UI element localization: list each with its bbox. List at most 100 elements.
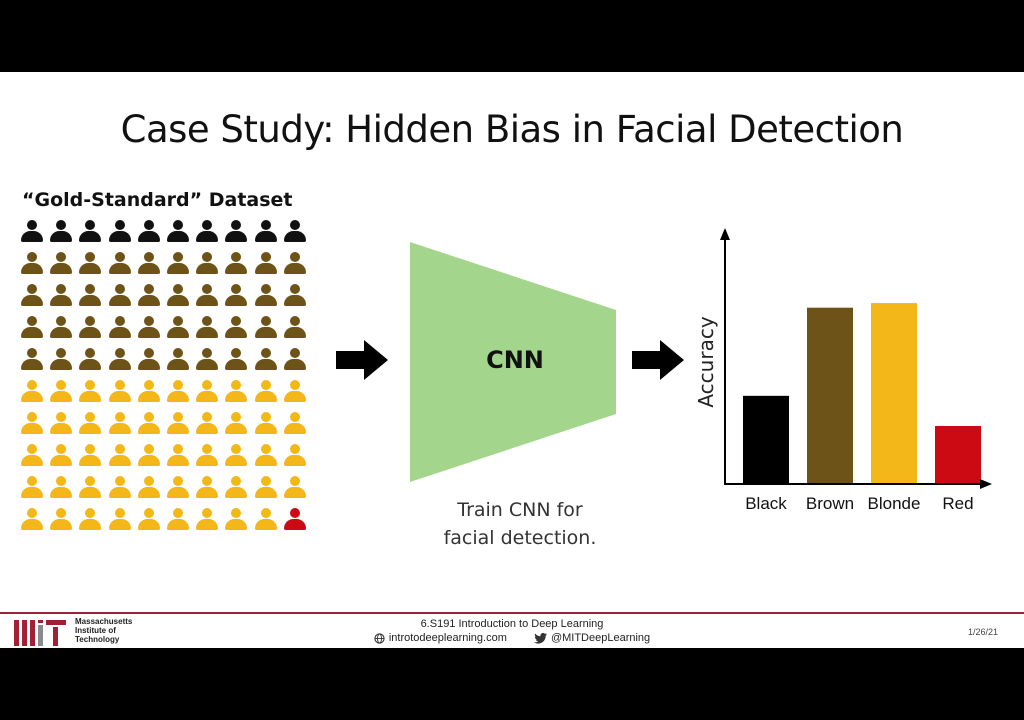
person-icon	[254, 506, 278, 534]
person-icon	[254, 442, 278, 470]
person-icon	[195, 250, 219, 278]
arrow-right-icon	[632, 340, 684, 380]
person-icon	[195, 442, 219, 470]
tick-label-red: Red	[942, 494, 973, 513]
cnn-block	[410, 242, 616, 482]
person-icon	[108, 410, 132, 438]
person-icon	[20, 218, 44, 246]
person-icon	[283, 506, 307, 534]
person-icon	[224, 442, 248, 470]
person-icon	[166, 250, 190, 278]
person-icon	[20, 378, 44, 406]
person-icon	[20, 250, 44, 278]
tick-label-blonde: Blonde	[868, 494, 921, 513]
footer-divider	[0, 612, 1024, 614]
person-icon	[195, 474, 219, 502]
person-icon	[283, 378, 307, 406]
caption: Train CNN for facial detection.	[400, 496, 640, 552]
tick-label-brown: Brown	[806, 494, 854, 513]
y-axis-label: Accuracy	[694, 316, 718, 407]
person-icon	[137, 282, 161, 310]
person-icon	[224, 282, 248, 310]
cnn-label: CNN	[486, 346, 544, 374]
person-icon	[195, 314, 219, 342]
accuracy-bar-chart: Accuracy Black Brown Blonde Red	[694, 228, 992, 513]
person-icon	[166, 314, 190, 342]
person-icon	[137, 410, 161, 438]
person-icon	[49, 410, 73, 438]
person-icon	[166, 506, 190, 534]
person-icon	[49, 282, 73, 310]
person-icon	[137, 506, 161, 534]
person-icon	[254, 282, 278, 310]
twitter-link[interactable]: @MITDeepLearning	[533, 632, 651, 644]
person-icon	[166, 378, 190, 406]
person-icon	[166, 474, 190, 502]
person-icon	[20, 314, 44, 342]
person-icon	[20, 410, 44, 438]
person-icon	[108, 442, 132, 470]
person-icon	[78, 442, 102, 470]
person-icon	[49, 250, 73, 278]
org-line: Institute of	[75, 626, 116, 635]
person-icon	[137, 314, 161, 342]
person-icon	[108, 314, 132, 342]
person-icon	[166, 218, 190, 246]
person-icon	[108, 506, 132, 534]
person-icon	[254, 378, 278, 406]
person-icon	[20, 442, 44, 470]
person-icon	[78, 378, 102, 406]
person-icon	[49, 218, 73, 246]
person-icon	[224, 474, 248, 502]
person-icon	[224, 346, 248, 374]
person-icon	[49, 442, 73, 470]
tick-label-black: Black	[745, 494, 787, 513]
person-icon	[49, 506, 73, 534]
person-icon	[254, 346, 278, 374]
slide-title: Case Study: Hidden Bias in Facial Detect…	[120, 108, 904, 151]
person-icon	[78, 346, 102, 374]
person-icon	[108, 346, 132, 374]
person-icon	[20, 346, 44, 374]
person-icon	[108, 378, 132, 406]
x-axis-arrow-icon	[980, 479, 992, 489]
twitter-bird-icon	[533, 632, 547, 644]
course-title: 6.S191 Introduction to Deep Learning	[420, 618, 604, 630]
person-icon	[254, 250, 278, 278]
person-icon	[224, 378, 248, 406]
person-icon	[20, 474, 44, 502]
website-link[interactable]: introtodeeplearning.com	[374, 632, 507, 644]
person-icon	[283, 218, 307, 246]
y-axis-arrow-icon	[720, 228, 730, 240]
person-icon	[137, 378, 161, 406]
person-icon	[283, 442, 307, 470]
caption-line-2: facial detection.	[443, 527, 597, 549]
person-icon	[78, 474, 102, 502]
bar-brown	[807, 307, 853, 484]
person-icon	[224, 250, 248, 278]
website-text: introtodeeplearning.com	[388, 632, 507, 644]
bar-blonde	[871, 303, 917, 484]
org-line: Massachusetts	[75, 617, 133, 626]
person-icon	[283, 410, 307, 438]
twitter-handle: @MITDeepLearning	[550, 632, 651, 644]
person-icon	[108, 218, 132, 246]
person-icon	[137, 250, 161, 278]
person-icon	[137, 218, 161, 246]
person-icon	[108, 474, 132, 502]
person-icon	[108, 250, 132, 278]
person-icon	[49, 314, 73, 342]
person-icon	[254, 410, 278, 438]
person-icon	[283, 314, 307, 342]
person-icon	[20, 282, 44, 310]
slide: Case Study: Hidden Bias in Facial Detect…	[0, 72, 1024, 648]
person-icon	[283, 282, 307, 310]
person-icon	[78, 410, 102, 438]
person-icon	[195, 282, 219, 310]
person-icon	[78, 506, 102, 534]
person-icon	[224, 410, 248, 438]
mit-logo-icon	[14, 620, 66, 646]
person-icon	[195, 378, 219, 406]
footer-links: introtodeeplearning.com @MITDeepLearning	[0, 632, 1024, 647]
person-icon	[137, 442, 161, 470]
